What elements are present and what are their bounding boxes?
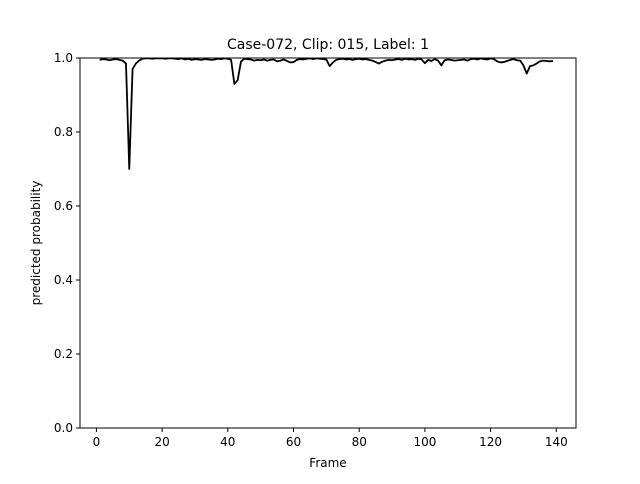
axes-frame: [79, 57, 577, 429]
plot-area: [99, 57, 554, 170]
y-tick-label: 0.6: [54, 199, 73, 213]
x-tick-label: 140: [545, 435, 568, 449]
y-tick-label: 1.0: [54, 51, 73, 65]
x-tick-label: 40: [220, 435, 235, 449]
x-tick-label: 60: [286, 435, 301, 449]
y-axis-ticks: 0.0 0.2 0.4 0.6 0.8 1.0: [54, 51, 80, 435]
x-tick-label: 80: [352, 435, 367, 449]
y-axis-label: predicted probability: [29, 181, 43, 306]
y-tick-label: 0.8: [54, 125, 73, 139]
chart-title: Case-072, Clip: 015, Label: 1: [227, 37, 429, 53]
x-axis-ticks: 0 20 40 60 80 100 120 140: [93, 428, 568, 449]
series-line-0: [99, 57, 554, 170]
x-tick-label: 120: [479, 435, 502, 449]
y-tick-label: 0.2: [54, 347, 73, 361]
x-axis-label: Frame: [309, 456, 346, 470]
y-tick-label: 0.4: [54, 273, 73, 287]
x-tick-label: 20: [154, 435, 169, 449]
x-tick-label: 0: [93, 435, 101, 449]
y-tick-label: 0.0: [54, 421, 73, 435]
x-tick-label: 100: [413, 435, 436, 449]
